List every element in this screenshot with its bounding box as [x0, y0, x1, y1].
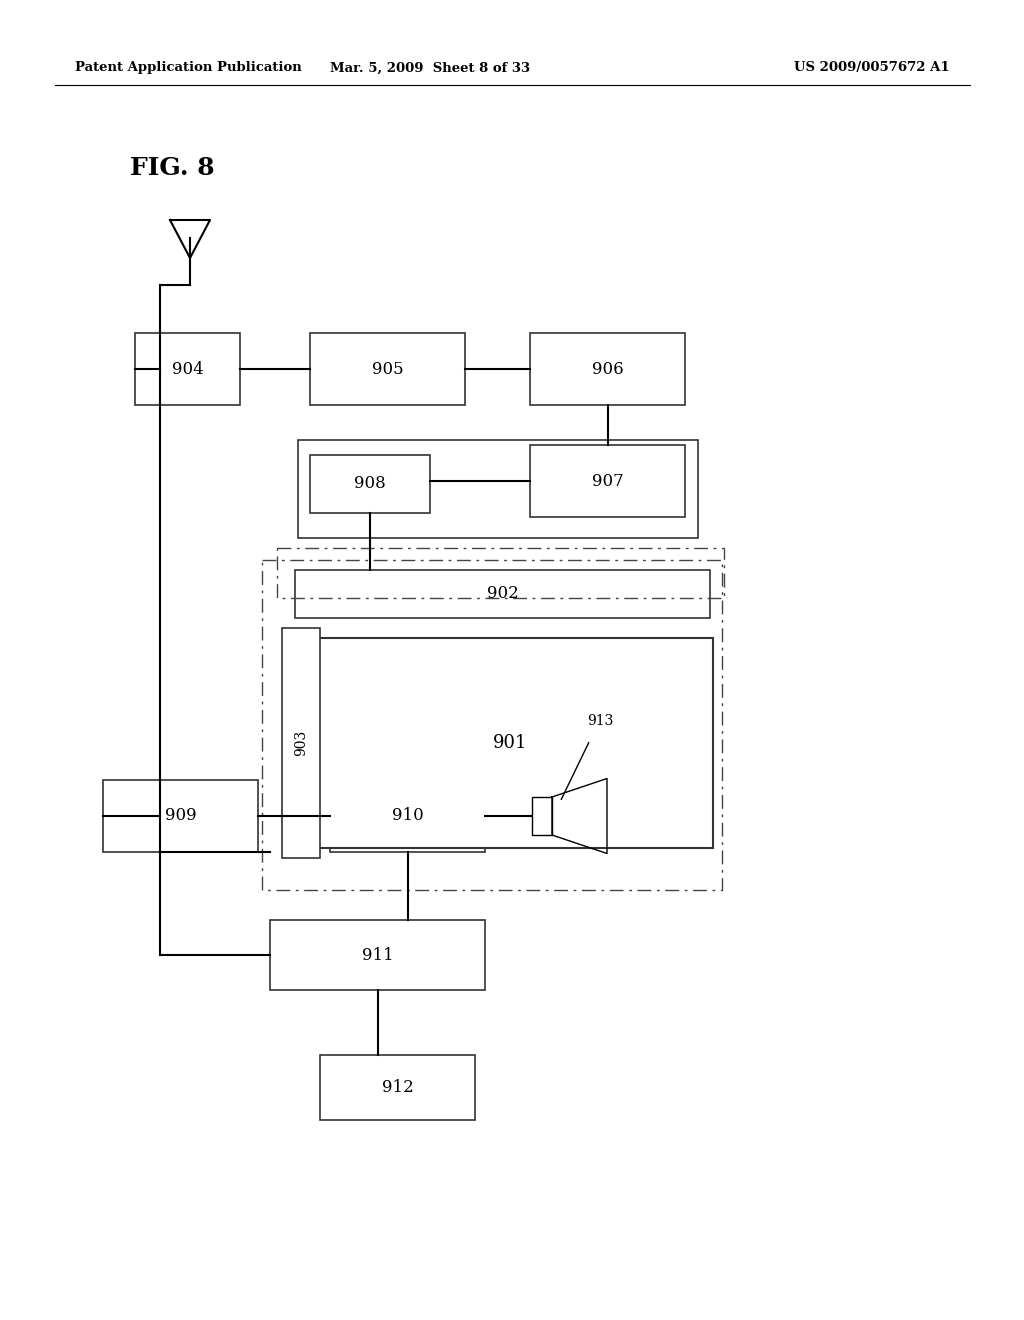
- Bar: [270, 920, 485, 990]
- Text: 910: 910: [391, 808, 423, 825]
- Text: Patent Application Publication: Patent Application Publication: [75, 62, 302, 74]
- Bar: [530, 333, 685, 405]
- Text: 903: 903: [294, 730, 308, 756]
- Text: 912: 912: [382, 1078, 414, 1096]
- Bar: [310, 455, 430, 513]
- Text: 902: 902: [486, 586, 518, 602]
- Text: 909: 909: [165, 808, 197, 825]
- Text: 911: 911: [361, 946, 393, 964]
- Bar: [308, 638, 713, 847]
- Text: 908: 908: [354, 475, 386, 492]
- Bar: [310, 333, 465, 405]
- Text: US 2009/0057672 A1: US 2009/0057672 A1: [795, 62, 950, 74]
- Bar: [532, 797, 552, 836]
- Text: FIG. 8: FIG. 8: [130, 156, 215, 180]
- Text: 913: 913: [587, 714, 613, 729]
- Bar: [103, 780, 258, 851]
- Text: 906: 906: [592, 360, 624, 378]
- Bar: [135, 333, 240, 405]
- Bar: [330, 780, 485, 851]
- Bar: [298, 440, 698, 539]
- Text: Mar. 5, 2009  Sheet 8 of 33: Mar. 5, 2009 Sheet 8 of 33: [330, 62, 530, 74]
- Bar: [530, 445, 685, 517]
- Text: 907: 907: [592, 473, 624, 490]
- Bar: [282, 628, 319, 858]
- Bar: [295, 570, 710, 618]
- Text: 905: 905: [372, 360, 403, 378]
- Text: 901: 901: [494, 734, 527, 752]
- Bar: [278, 548, 724, 598]
- Text: 904: 904: [172, 360, 204, 378]
- Bar: [319, 1055, 475, 1119]
- Bar: [262, 560, 722, 890]
